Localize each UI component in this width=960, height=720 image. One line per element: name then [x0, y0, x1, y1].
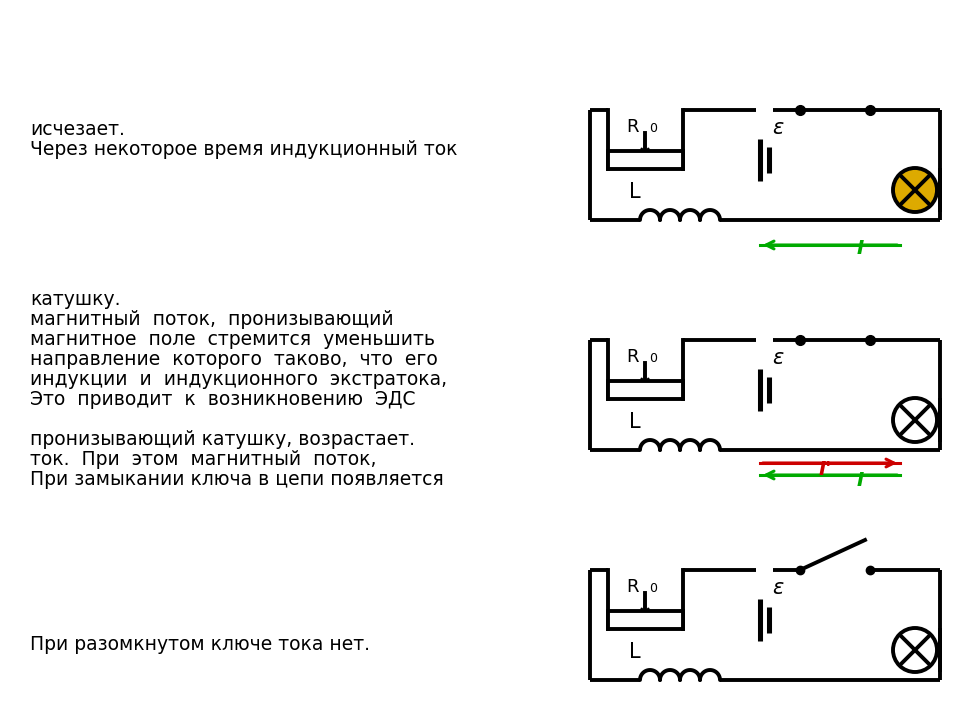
Text: пронизывающий катушку, возрастает.: пронизывающий катушку, возрастает.	[30, 430, 415, 449]
Text: 0: 0	[649, 122, 657, 135]
Text: I: I	[856, 471, 864, 490]
Circle shape	[893, 398, 937, 442]
Text: R: R	[627, 578, 639, 596]
Text: 0: 0	[649, 582, 657, 595]
Text: I': I'	[818, 460, 831, 479]
Text: 0: 0	[649, 352, 657, 365]
Text: R: R	[627, 118, 639, 136]
Text: магнитный  поток,  пронизывающий: магнитный поток, пронизывающий	[30, 310, 394, 329]
Text: магнитное  поле  стремится  уменьшить: магнитное поле стремится уменьшить	[30, 330, 435, 349]
Bar	[608, 611, 683, 629]
Text: исчезает.: исчезает.	[30, 120, 125, 139]
Text: При замыкании ключа в цепи появляется: При замыкании ключа в цепи появляется	[30, 470, 444, 489]
Circle shape	[893, 168, 937, 212]
Bar	[608, 381, 683, 399]
Text: ε: ε	[772, 578, 783, 598]
Text: Через некоторое время индукционный ток: Через некоторое время индукционный ток	[30, 140, 458, 159]
Text: катушку.: катушку.	[30, 290, 121, 309]
Text: При разомкнутом ключе тока нет.: При разомкнутом ключе тока нет.	[30, 635, 370, 654]
Text: ток.  При  этом  магнитный  поток,: ток. При этом магнитный поток,	[30, 450, 376, 469]
Text: ε: ε	[772, 348, 783, 368]
Text: направление  которого  таково,  что  его: направление которого таково, что его	[30, 350, 438, 369]
Circle shape	[893, 628, 937, 672]
Bar	[608, 151, 683, 169]
Text: R: R	[627, 348, 639, 366]
Text: L: L	[629, 412, 641, 432]
Text: индукции  и  индукционного  экстратока,: индукции и индукционного экстратока,	[30, 370, 447, 389]
Text: I: I	[856, 239, 864, 258]
Text: Это  приводит  к  возникновению  ЭДС: Это приводит к возникновению ЭДС	[30, 390, 416, 409]
Text: L: L	[629, 642, 641, 662]
Text: L: L	[629, 182, 641, 202]
Text: ε: ε	[772, 118, 783, 138]
